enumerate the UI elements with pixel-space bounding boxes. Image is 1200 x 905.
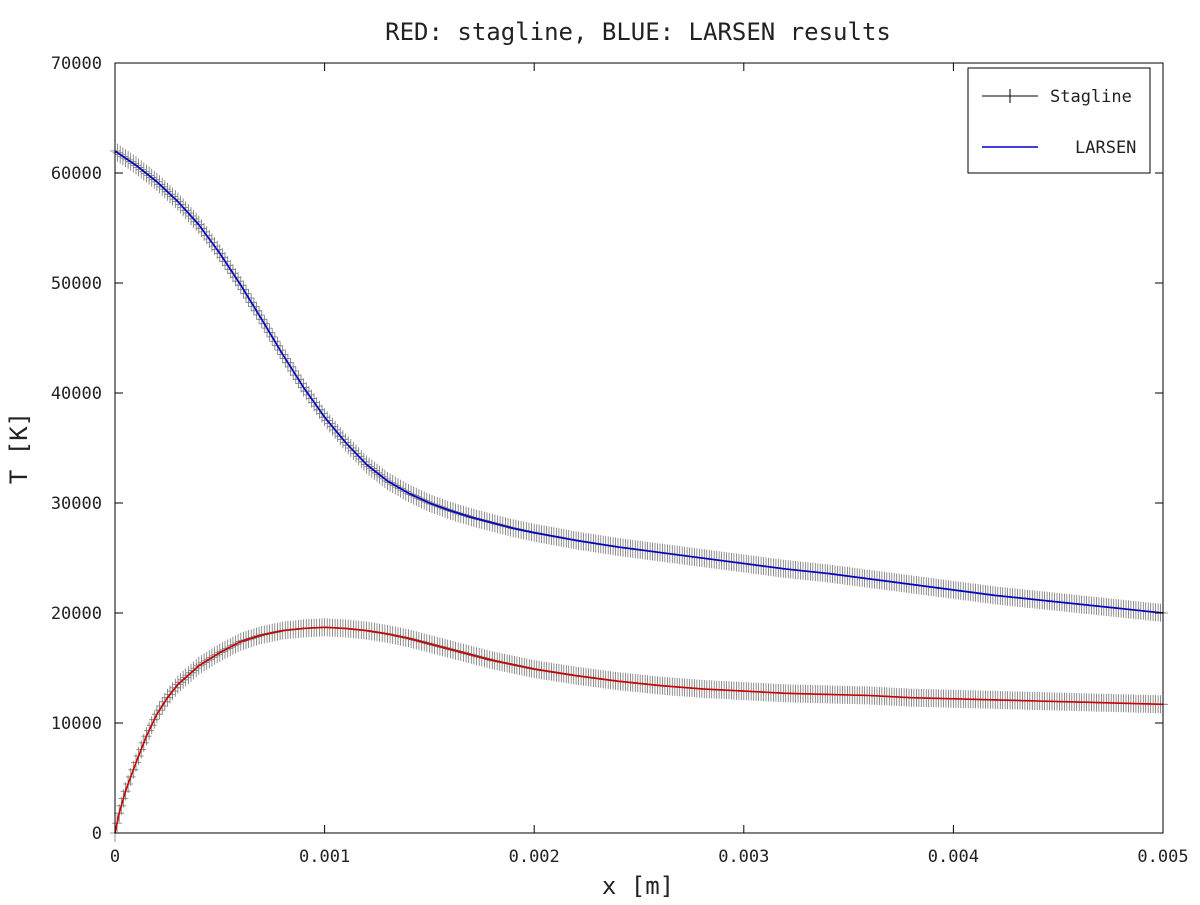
x-axis-label: x [m] [602, 872, 674, 900]
chart-title: RED: stagline, BLUE: LARSEN results [385, 18, 891, 46]
axis-ticks-layer: 0 0.001 0.002 0.003 0.004 0.005 0 10000 20000 300… [51, 54, 1189, 867]
series-0-curve-1-line [114, 626, 1164, 834]
y-axis-label: T [K] [5, 412, 33, 484]
y-tick-label: 30000 [51, 494, 102, 514]
y-tick-label: 70000 [51, 54, 102, 74]
legend: Stagline LARSEN [967, 67, 1151, 174]
x-tick-label: 0.005 [1137, 847, 1188, 867]
legend-label-larsen: LARSEN [1075, 138, 1136, 158]
series-1-curve-0-line [114, 150, 1164, 614]
x-tick-label: 0.002 [509, 847, 560, 867]
series-0-curve-0-line [114, 150, 1164, 614]
legend-label-stagline: Stagline [1050, 87, 1132, 107]
y-tick-label: 40000 [51, 384, 102, 404]
y-tick-label: 0 [92, 824, 102, 844]
x-tick-label: 0.004 [928, 847, 979, 867]
y-tick-label: 50000 [51, 274, 102, 294]
x-tick-label: 0 [110, 847, 120, 867]
data-marks-layer [110, 142, 1168, 842]
series-0-curve-1-markers [110, 618, 1168, 842]
x-tick-label: 0.003 [718, 847, 769, 867]
plot-frame [114, 62, 1164, 834]
series-2-curve-0-line [114, 626, 1164, 834]
legend-box [967, 67, 1151, 174]
legend-marker-stagline [1003, 89, 1017, 103]
y-tick-label: 60000 [51, 164, 102, 184]
y-tick-label: 10000 [51, 714, 102, 734]
x-tick-label: 0.001 [299, 847, 350, 867]
y-tick-label: 20000 [51, 604, 102, 624]
